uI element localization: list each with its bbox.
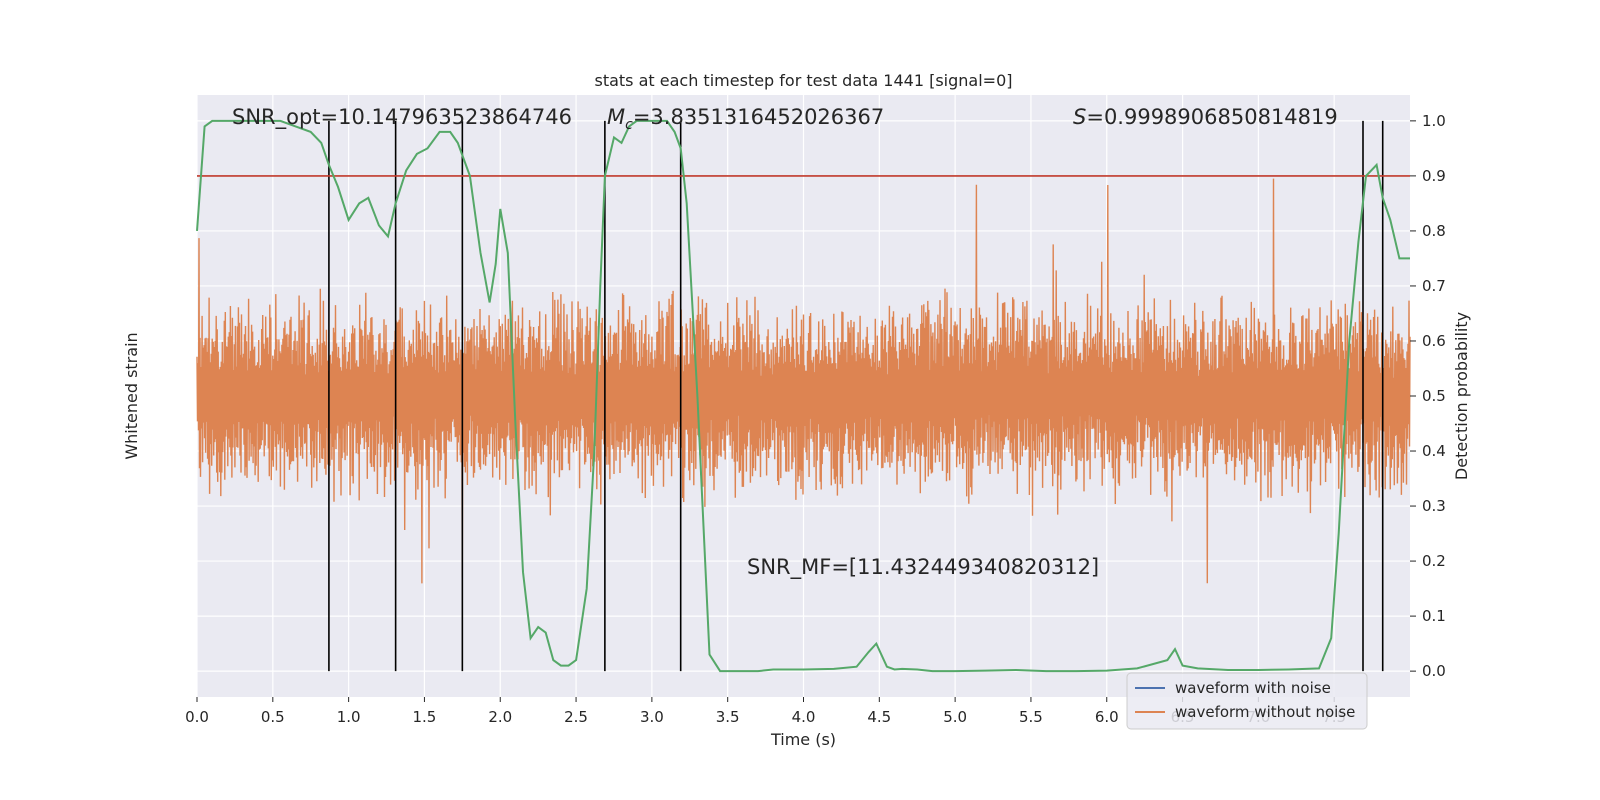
y-tick-label: 0.2 (1422, 552, 1446, 570)
x-tick-label: 5.0 (943, 708, 967, 726)
mc-subscript: c (625, 117, 633, 133)
strain-trace (196, 178, 1411, 584)
x-tick-label: 2.0 (488, 708, 512, 726)
legend-label-without-noise: waveform without noise (1175, 703, 1355, 721)
legend-box (1126, 672, 1368, 730)
chart-title: stats at each timestep for test data 144… (594, 71, 1012, 90)
mc-value: =3.8351316452026367 (633, 105, 884, 129)
y-tick-label: 0.8 (1422, 222, 1446, 240)
mc-symbol: M (607, 105, 625, 129)
x-tick-label: 1.5 (413, 708, 437, 726)
y-tick-label: 0.7 (1422, 277, 1446, 295)
x-tick-label: 4.5 (867, 708, 891, 726)
x-tick-label: 0.5 (261, 708, 285, 726)
legend: waveform with noise waveform without noi… (1126, 672, 1368, 730)
right-axis-ticks: 0.0 0.1 0.2 0.3 0.4 0.5 0.6 0.7 0.8 0.9 1.0 (1410, 112, 1446, 680)
snr-opt-annotation: SNR_opt=10.147963523864746 (232, 105, 572, 130)
s-annotation: S=0.9998906850814819 (1073, 105, 1338, 129)
detection-probability-line (196, 119, 1410, 673)
s-symbol: S (1073, 105, 1086, 129)
legend-label-with-noise: waveform with noise (1175, 679, 1331, 697)
x-tick-label: 0.0 (185, 708, 209, 726)
x-tick-label: 5.5 (1019, 708, 1043, 726)
x-tick-label: 3.5 (716, 708, 740, 726)
y-tick-label: 0.0 (1422, 662, 1446, 680)
left-axis-label: Whitened strain (122, 332, 141, 459)
y-tick-label: 0.5 (1422, 387, 1446, 405)
y-tick-label: 0.6 (1422, 332, 1446, 350)
mc-annotation: Mc=3.8351316452026367 (607, 105, 884, 133)
s-value: =0.9998906850814819 (1086, 105, 1337, 129)
right-axis-label: Detection probability (1452, 312, 1471, 480)
y-tick-label: 0.3 (1422, 497, 1446, 515)
y-tick-label: 1.0 (1422, 112, 1446, 130)
x-tick-label: 2.5 (564, 708, 588, 726)
y-tick-label: 0.1 (1422, 607, 1446, 625)
strain-path (196, 178, 1411, 584)
snr-mf-annotation: SNR_MF=[11.432449340820312] (747, 555, 1099, 580)
x-tick-label: 6.0 (1095, 708, 1119, 726)
x-tick-label: 3.0 (640, 708, 664, 726)
x-tick-label: 4.0 (792, 708, 816, 726)
x-axis-label: Time (s) (770, 730, 836, 749)
vertical-markers (328, 120, 1384, 672)
x-tick-label: 1.0 (337, 708, 361, 726)
y-tick-label: 0.9 (1422, 167, 1446, 185)
y-tick-label: 0.4 (1422, 442, 1446, 460)
